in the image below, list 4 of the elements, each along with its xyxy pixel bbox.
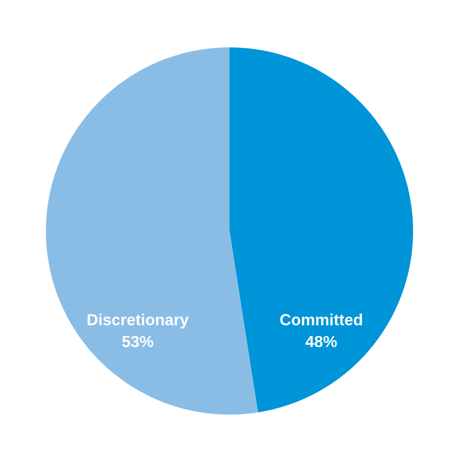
slice-label: Committed xyxy=(280,314,362,326)
data-label: 48% xyxy=(306,336,337,348)
data-label: 53% xyxy=(122,336,154,348)
slice-label: Discretionary xyxy=(88,314,189,329)
